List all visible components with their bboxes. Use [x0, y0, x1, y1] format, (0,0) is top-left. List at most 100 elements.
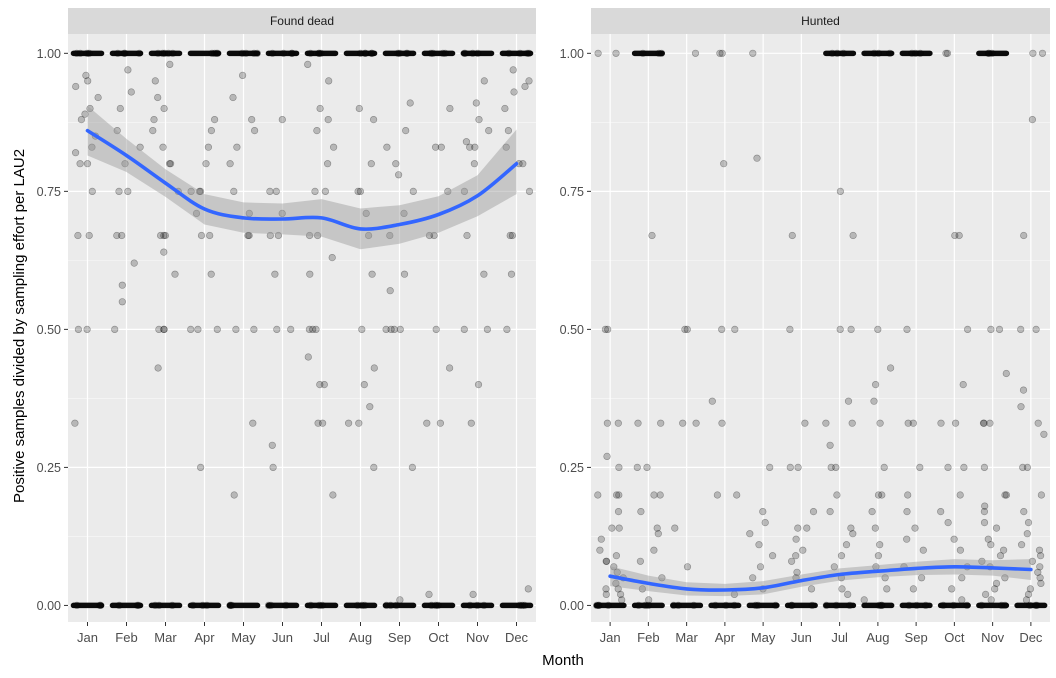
data-point [460, 325, 468, 334]
data-point [306, 231, 314, 240]
data-point [836, 187, 845, 195]
data-point [194, 325, 202, 334]
data-point [708, 397, 716, 405]
data-point [996, 552, 1005, 560]
data-point [118, 298, 126, 306]
data-point [160, 248, 168, 256]
data-point [525, 77, 533, 85]
data-point [847, 524, 855, 532]
data-point [1028, 557, 1036, 565]
data-point [519, 160, 527, 168]
data-point [1037, 491, 1045, 499]
data-point [316, 104, 324, 113]
data-point [616, 590, 625, 599]
data-point [951, 419, 960, 427]
x-tick-label: Jun [272, 630, 293, 645]
data-point [871, 524, 879, 532]
data-point [1024, 590, 1033, 599]
data-point [187, 187, 195, 195]
data-point [683, 325, 691, 334]
data-point [634, 419, 642, 427]
data-point [503, 325, 511, 334]
data-point [991, 585, 999, 593]
data-point [679, 419, 687, 427]
data-point [615, 524, 623, 532]
data-point [1026, 585, 1034, 593]
data-point [268, 441, 276, 449]
data-point [446, 364, 454, 372]
data-point [944, 518, 952, 527]
data-point [984, 535, 992, 543]
data-point [958, 596, 966, 604]
data-point [809, 508, 818, 516]
data-point [683, 563, 692, 571]
data-point [602, 585, 610, 593]
data-point [118, 281, 126, 289]
data-point [330, 143, 338, 151]
data-point [229, 93, 237, 102]
data-point [602, 590, 610, 599]
data-point [475, 115, 483, 124]
data-point [1035, 546, 1044, 554]
confidence-ribbon [87, 105, 517, 250]
data-point [654, 530, 662, 538]
data-point [94, 93, 102, 102]
data-point [903, 508, 911, 516]
data-point [160, 325, 168, 334]
data-point [746, 530, 754, 538]
data-point [358, 325, 366, 334]
data-point [430, 231, 438, 240]
data-point [118, 231, 126, 240]
data-point [980, 508, 989, 516]
data-point [950, 535, 958, 543]
data-point [480, 77, 488, 85]
facet-strip-label: Hunted [801, 14, 840, 28]
data-point [904, 491, 912, 499]
data-point [874, 491, 883, 499]
data-point [768, 552, 777, 560]
data-point [83, 325, 91, 334]
data-point [463, 231, 471, 240]
data-point [793, 568, 801, 576]
data-point [469, 590, 477, 599]
data-point [321, 187, 330, 195]
data-point [314, 231, 322, 240]
data-point [206, 231, 214, 240]
data-point [154, 364, 162, 372]
data-point [437, 143, 445, 151]
data-point [444, 187, 452, 195]
data-point [329, 491, 337, 499]
data-point [309, 325, 317, 334]
data-point [501, 104, 509, 113]
data-point [314, 419, 322, 427]
x-tick-label: Feb [637, 630, 659, 645]
data-point [1034, 419, 1042, 427]
data-point [1023, 463, 1031, 472]
data-point [72, 82, 80, 91]
data-point [71, 149, 80, 157]
data-point [508, 231, 517, 240]
data-point [76, 160, 84, 168]
data-point [937, 419, 945, 427]
data-point [979, 419, 988, 427]
facet-strip [68, 8, 536, 34]
data-point [880, 463, 888, 472]
data-point [837, 552, 846, 560]
data-point [1020, 508, 1028, 516]
data-point [160, 231, 168, 240]
data-point [1040, 430, 1048, 438]
data-point [911, 524, 919, 532]
data-point [312, 325, 320, 334]
data-point [958, 574, 966, 582]
data-point [383, 143, 391, 151]
x-tick-label: Aug [866, 630, 889, 645]
data-point [755, 541, 763, 549]
data-point [355, 419, 363, 427]
data-point [197, 463, 205, 472]
data-point [502, 143, 510, 151]
data-point [786, 325, 794, 334]
y-tick-label: 1.00 [560, 47, 584, 61]
data-point [608, 524, 616, 532]
x-tick-label: Mar [675, 630, 698, 645]
